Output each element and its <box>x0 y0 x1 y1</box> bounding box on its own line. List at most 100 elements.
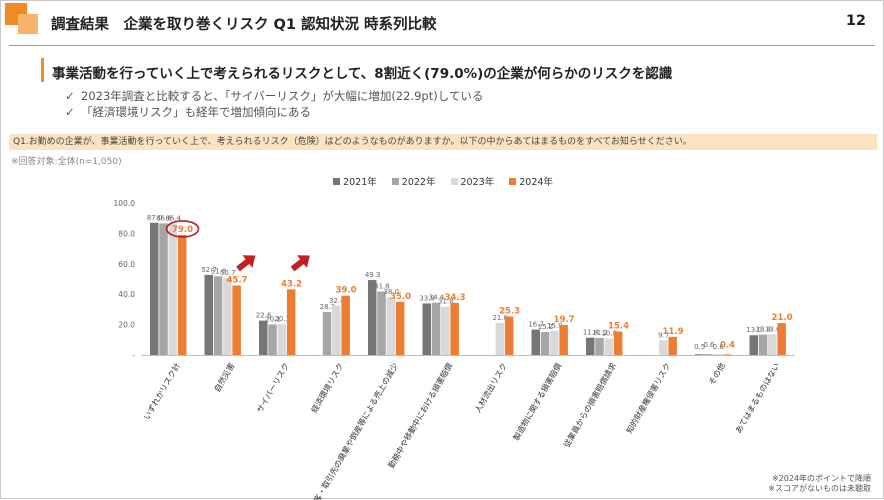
respondents-note: ※回答対象:全体(n=1,050) <box>11 157 122 167</box>
headline-accent-bar <box>41 58 44 82</box>
data-label-2023: 0.6 <box>713 343 725 351</box>
data-label-2023: 13.6 <box>765 325 781 333</box>
legend-item-2021: 2021年 <box>333 174 377 188</box>
footnote: ※2024年のポイントで降順 <box>771 474 871 483</box>
bar-2023 <box>332 305 341 355</box>
bar-2024 <box>232 285 241 355</box>
data-label-2022: 0.6 <box>703 341 715 349</box>
chart-legend: 2021年 2022年 2023年 2024年 <box>1 174 884 188</box>
data-label-2023: 86.4 <box>165 215 181 223</box>
data-label-2023: 9.7 <box>658 331 669 339</box>
bar-2023 <box>495 323 505 355</box>
data-label-2022: 20.1 <box>265 315 281 323</box>
data-label-2021: 16.7 <box>528 321 544 329</box>
bar-2022 <box>377 291 386 355</box>
data-label-2024: 0.4 <box>720 340 735 350</box>
bar-2023 <box>604 338 614 355</box>
data-label-2023: 38.0 <box>383 288 399 296</box>
data-label-2023: 31.8 <box>438 298 454 306</box>
bar-2022 <box>595 337 604 355</box>
bar-2021 <box>531 329 540 355</box>
data-label-2024: 45.7 <box>227 276 248 286</box>
category-label: いずれかリスク計 <box>141 361 182 421</box>
data-label-2022: 28.3 <box>320 303 336 311</box>
bar-2024 <box>341 295 350 355</box>
data-label-2022: 34.4 <box>429 294 445 302</box>
bar-2023 <box>441 306 450 355</box>
y-tick-label: - <box>132 351 135 360</box>
bar-2022 <box>704 354 713 355</box>
footnotes: ※2024年のポイントで降順 ※スコアがないものは未聴取 <box>768 474 871 494</box>
logo-square-light <box>18 14 38 34</box>
data-label-2021: 52.7 <box>201 266 217 274</box>
data-label-2024: 35.0 <box>390 292 411 302</box>
data-label-2021: 13.0 <box>746 326 762 334</box>
category-label: 従業員からの損害賠償請求 <box>561 361 618 449</box>
bar-2024 <box>504 316 514 355</box>
data-label-2022: 13.4 <box>756 326 772 334</box>
bar-2023 <box>659 340 668 355</box>
bullet-item: ✓ 2023年調査と比較すると、「サイバーリスク」が大幅に増加(22.9pt)して… <box>65 89 484 103</box>
data-label-2023: 20.3 <box>274 315 290 323</box>
legend-swatch-2022 <box>391 178 399 185</box>
trend-arrow-shape <box>236 255 256 272</box>
data-label-2023: 32.4 <box>329 297 345 305</box>
bar-2023 <box>168 223 178 355</box>
category-label: サイバーリスク <box>255 362 291 415</box>
y-tick-label: 100.0 <box>114 199 136 208</box>
data-label-2023: 50.7 <box>220 269 236 277</box>
data-label-2024: 79.0 <box>172 225 193 235</box>
highlight-circle <box>165 220 200 238</box>
legend-swatch-2021 <box>333 178 341 185</box>
data-label-2021: 22.6 <box>256 312 272 320</box>
data-label-2023: 10.8 <box>601 330 617 338</box>
bar-2023 <box>713 354 723 355</box>
y-tick-label: 20.0 <box>118 321 135 330</box>
question-box: Q1.お勤めの企業が、事業活動を行っていく上で、考えられるリスク（危険）はどのよ… <box>9 134 877 150</box>
data-label-2022: 15.2 <box>538 323 554 331</box>
data-label-2022: 41.8 <box>374 282 390 290</box>
bar-2024 <box>395 301 405 355</box>
category-label: 製造物に関する損害賠償 <box>511 361 564 442</box>
legend-swatch-2023 <box>450 178 458 185</box>
bar-2023 <box>550 330 559 355</box>
bar-2024 <box>450 302 459 355</box>
bar-2023 <box>277 324 287 355</box>
bar-2021 <box>586 337 595 355</box>
y-tick-label: 80.0 <box>118 229 135 238</box>
data-label-2024: 21.0 <box>772 313 793 323</box>
bar-2022 <box>540 331 550 355</box>
bullet-item: ✓ 「経済環境リスク」も経年で増加傾向にある <box>65 105 311 119</box>
data-label-2023: 21.0 <box>492 314 508 322</box>
category-label: 経済環境リスク <box>309 361 346 414</box>
data-label-2024: 34.3 <box>445 293 466 303</box>
y-tick-label: 40.0 <box>118 290 135 299</box>
bar-2021 <box>259 320 268 355</box>
bar-2023 <box>768 334 777 355</box>
bar-2021 <box>422 303 431 355</box>
data-label-2024: 19.7 <box>554 315 575 325</box>
data-label-2021: 87.0 <box>147 214 163 222</box>
data-label-2021: 0.5 <box>694 343 705 351</box>
category-label: 自然災害 <box>212 361 237 394</box>
category-label: その他 <box>706 361 727 387</box>
bar-2021 <box>150 222 159 355</box>
bar-2022 <box>213 276 223 355</box>
bar-2022 <box>322 311 332 355</box>
legend-swatch-2024 <box>509 178 517 185</box>
bar-2024 <box>613 331 623 355</box>
bar-2024 <box>668 336 677 355</box>
bar-2022 <box>159 223 168 355</box>
bar-2021 <box>695 354 704 355</box>
data-label-2022: 51.8 <box>211 267 227 275</box>
data-label-2024: 39.0 <box>336 286 357 296</box>
data-label-2022: 86.6 <box>156 214 172 222</box>
check-icon: ✓ <box>65 105 75 119</box>
page-number: 12 <box>845 13 866 29</box>
bar-2024 <box>177 234 187 355</box>
category-label: あてはまるものはない <box>734 362 782 436</box>
data-label-2024: 15.4 <box>608 322 629 332</box>
header-divider <box>9 45 875 46</box>
